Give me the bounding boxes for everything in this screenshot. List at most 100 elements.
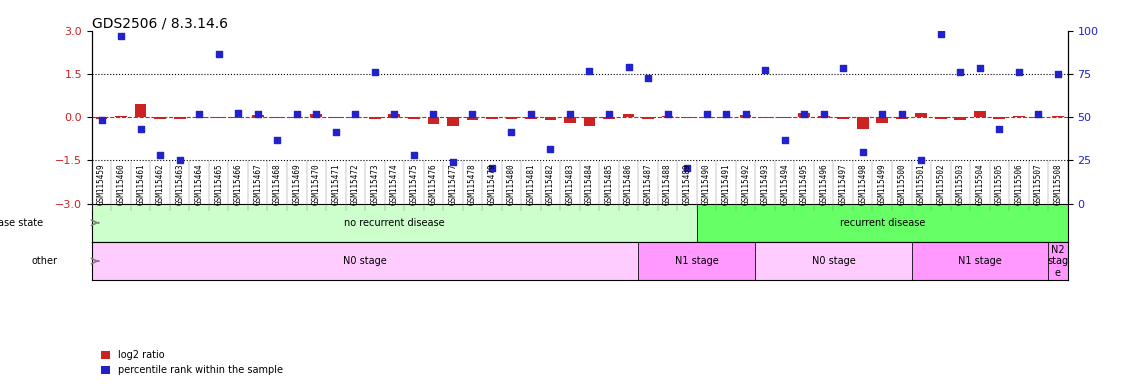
Bar: [447, 117, 459, 126]
Text: GSM115497: GSM115497: [839, 164, 847, 205]
Bar: [700, 117, 713, 118]
Bar: [95, 117, 108, 119]
Text: GSM115508: GSM115508: [1054, 164, 1062, 205]
Bar: [681, 117, 693, 118]
Point: [677, 164, 696, 170]
Bar: [251, 115, 264, 117]
Bar: [505, 117, 518, 119]
Bar: [837, 117, 850, 119]
Text: GSM115471: GSM115471: [332, 164, 340, 205]
Legend: log2 ratio, percentile rank within the sample: log2 ratio, percentile rank within the s…: [96, 346, 287, 379]
Point: [853, 149, 872, 155]
Text: GSM115462: GSM115462: [156, 164, 164, 205]
Bar: [310, 114, 323, 117]
Point: [698, 111, 716, 118]
Point: [405, 152, 424, 158]
Bar: [583, 117, 596, 126]
Point: [776, 137, 794, 143]
Point: [327, 128, 346, 135]
Point: [620, 64, 638, 70]
Bar: [193, 117, 205, 118]
Bar: [1013, 116, 1025, 117]
Text: GSM115500: GSM115500: [898, 164, 906, 205]
Text: N0 stage: N0 stage: [343, 256, 387, 266]
Point: [659, 111, 677, 118]
Bar: [642, 117, 654, 119]
Text: GSM115481: GSM115481: [527, 164, 535, 205]
Text: GSM115470: GSM115470: [312, 164, 320, 205]
Point: [599, 111, 618, 117]
Point: [131, 126, 149, 132]
Point: [170, 157, 188, 164]
Bar: [720, 117, 732, 118]
Bar: [427, 117, 440, 124]
Bar: [408, 117, 420, 119]
Bar: [290, 117, 303, 118]
Text: GSM115463: GSM115463: [176, 164, 184, 205]
Point: [443, 159, 461, 165]
Point: [92, 117, 110, 123]
FancyBboxPatch shape: [755, 242, 912, 280]
Bar: [895, 117, 908, 119]
Text: no recurrent disease: no recurrent disease: [344, 218, 444, 228]
Point: [971, 65, 990, 71]
Point: [757, 68, 775, 74]
Text: GSM115478: GSM115478: [468, 164, 476, 205]
Text: N1 stage: N1 stage: [957, 256, 1002, 266]
Text: N0 stage: N0 stage: [812, 256, 855, 266]
Text: GSM115496: GSM115496: [820, 164, 828, 205]
Point: [464, 111, 482, 118]
Text: GSM115467: GSM115467: [254, 164, 262, 205]
Text: GSM115489: GSM115489: [683, 164, 691, 205]
FancyBboxPatch shape: [638, 242, 755, 280]
Bar: [798, 113, 810, 117]
Point: [1010, 70, 1029, 76]
Point: [1049, 71, 1068, 77]
Bar: [603, 117, 615, 119]
Text: N1 stage: N1 stage: [675, 256, 719, 266]
Text: GSM115484: GSM115484: [585, 164, 594, 205]
Bar: [934, 117, 947, 119]
FancyBboxPatch shape: [92, 242, 638, 280]
Text: GSM115483: GSM115483: [566, 164, 574, 205]
Text: GSM115480: GSM115480: [507, 164, 515, 205]
Point: [737, 111, 755, 118]
Text: GSM115468: GSM115468: [273, 164, 281, 205]
Text: GSM115490: GSM115490: [703, 164, 711, 205]
Text: GSM115498: GSM115498: [859, 164, 867, 205]
Point: [308, 111, 326, 118]
Point: [716, 111, 736, 118]
Text: GSM115486: GSM115486: [625, 164, 633, 205]
Text: GSM115477: GSM115477: [449, 164, 457, 205]
Text: GSM115507: GSM115507: [1034, 164, 1042, 205]
Point: [581, 68, 599, 74]
Bar: [974, 111, 986, 117]
Point: [209, 51, 227, 57]
Bar: [1052, 116, 1064, 117]
Text: GSM115491: GSM115491: [722, 164, 730, 205]
Point: [893, 111, 912, 118]
Text: GSM115465: GSM115465: [215, 164, 223, 205]
Text: GSM115504: GSM115504: [976, 164, 984, 205]
Bar: [622, 114, 635, 117]
Text: GSM115485: GSM115485: [605, 164, 613, 205]
Bar: [134, 104, 147, 117]
Y-axis label: disease state: disease state: [0, 218, 44, 228]
Text: GSM115461: GSM115461: [137, 164, 145, 205]
Bar: [329, 117, 342, 118]
Bar: [271, 117, 284, 118]
Text: GSM115464: GSM115464: [195, 164, 203, 205]
Point: [425, 111, 443, 118]
Text: GSM115501: GSM115501: [917, 164, 925, 205]
Point: [386, 111, 404, 118]
Bar: [212, 117, 225, 118]
Point: [521, 111, 541, 118]
Text: GSM115506: GSM115506: [1015, 164, 1023, 205]
Text: GSM115493: GSM115493: [761, 164, 769, 205]
Bar: [993, 117, 1006, 119]
Y-axis label: other: other: [31, 256, 57, 266]
Text: GSM115499: GSM115499: [878, 164, 886, 205]
FancyBboxPatch shape: [1048, 242, 1068, 280]
Point: [347, 111, 365, 118]
Bar: [525, 117, 537, 119]
